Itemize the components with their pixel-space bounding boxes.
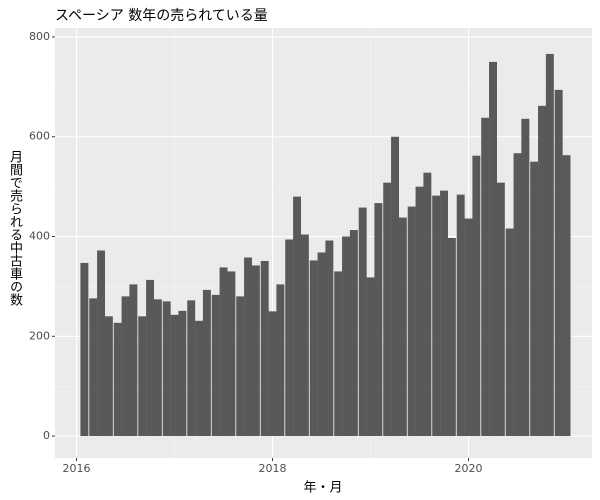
bar [268,311,277,437]
chart-title: スペーシア 数年の売られている量 [55,8,268,24]
bar [178,310,187,437]
bar [121,296,130,437]
bar [153,299,162,437]
bar [545,53,554,437]
bar [530,161,539,437]
bar [89,298,98,437]
bar [440,190,448,437]
bar [415,186,424,437]
x-tick-label: 2020 [455,462,483,475]
y-axis-title: 月間で売られる中古車の数 [7,150,22,306]
y-tick-label: 400 [29,230,50,243]
bar [447,238,456,437]
bar [202,289,211,437]
bar [423,172,432,437]
bar [496,182,505,437]
bar [391,136,400,437]
bar [325,240,334,437]
bar [456,194,465,437]
bar [309,260,318,437]
bar [505,228,514,437]
bar [251,265,260,437]
bar [317,252,326,437]
bar [244,257,253,437]
bar [219,267,228,437]
bar [211,294,220,437]
bar [349,230,358,437]
x-tick-label: 2018 [259,462,287,475]
x-tick-label: 2016 [63,462,91,475]
bar [187,300,196,437]
bar [472,155,481,437]
bar [489,61,497,437]
bar [432,195,441,437]
bar [129,284,138,437]
bar [334,271,343,437]
bar [464,218,473,437]
bar [80,262,89,437]
y-tick-label: 200 [29,329,50,342]
bar [138,316,147,437]
bar [383,182,392,437]
bar [374,203,383,437]
bar [113,322,122,437]
bar [562,155,571,437]
bar [260,260,269,437]
bar [276,284,285,437]
bar [97,250,106,437]
bar [227,271,236,437]
x-axis-title: 年・月 [303,481,342,496]
bar [285,239,294,437]
y-tick-label: 800 [29,30,50,43]
bar [407,206,416,437]
bar [236,296,245,437]
bar [358,207,367,437]
bar [513,153,522,437]
bar [300,234,309,437]
bar [538,105,546,437]
bar [195,320,204,437]
bar [481,117,490,437]
bar [398,217,407,437]
bar [293,196,302,437]
y-tick-label: 0 [43,429,50,442]
bar [146,279,155,437]
bar [170,314,179,437]
bar [162,301,171,437]
bar [104,316,113,437]
bar [366,277,375,437]
bar [554,89,563,437]
bar [521,118,530,437]
bar [342,236,351,437]
y-tick-label: 600 [29,130,50,143]
